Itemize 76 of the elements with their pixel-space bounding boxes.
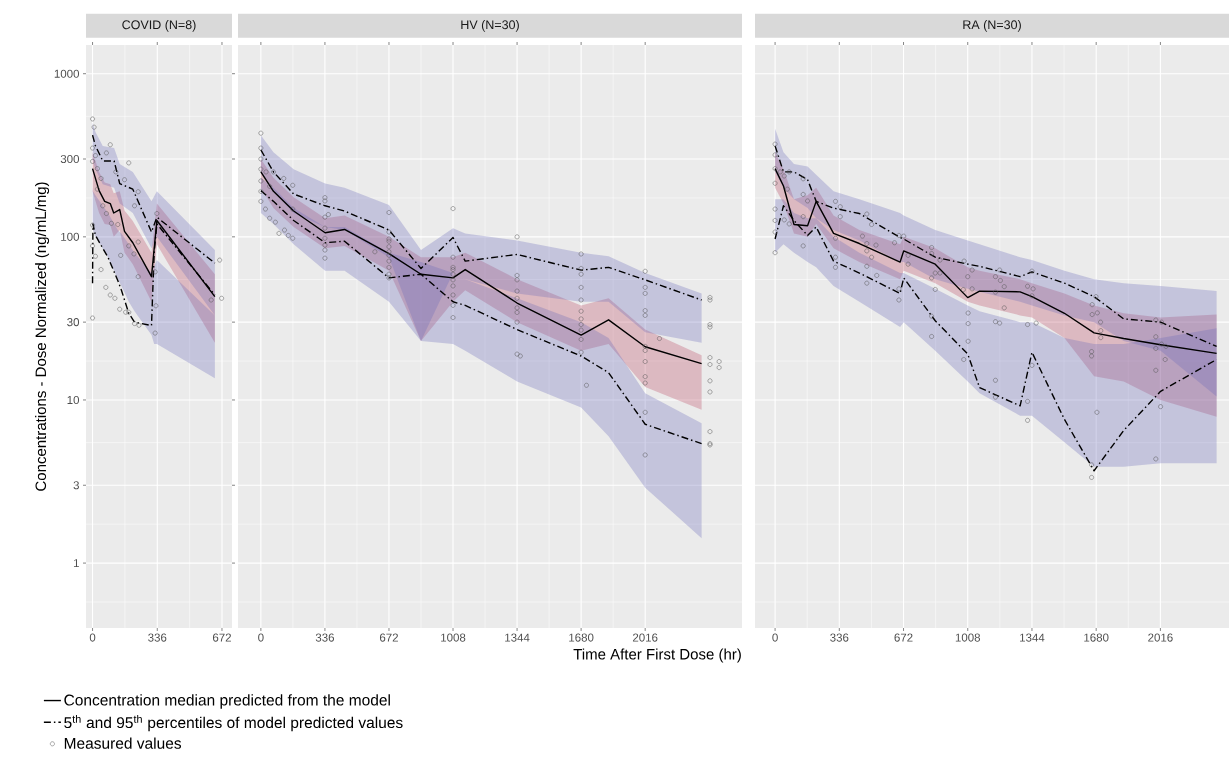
- point: [90, 222, 95, 228]
- point: [95, 186, 100, 192]
- point: [103, 285, 109, 290]
- point: [90, 243, 95, 249]
- point: [123, 309, 129, 315]
- point: [154, 211, 160, 216]
- point: [95, 166, 100, 171]
- x-tick-label: 1344: [1020, 633, 1045, 642]
- legend-label: Measured values: [64, 737, 182, 749]
- point: [153, 303, 159, 309]
- point: [107, 142, 113, 148]
- point: [118, 253, 124, 258]
- x-tick-label: 672: [894, 633, 913, 642]
- point: [132, 321, 137, 326]
- x-axis-title: Time After First Dose (hr): [573, 648, 741, 663]
- y-tick-label: 30: [67, 318, 80, 327]
- point: [100, 203, 106, 209]
- point: [217, 257, 223, 263]
- point: [132, 203, 137, 209]
- point: [104, 211, 109, 216]
- x-tick-label: 0: [258, 633, 264, 642]
- point: [126, 243, 132, 249]
- point: [90, 159, 95, 164]
- y-axis-title: Concentrations - Dose Normalized (ng/mL/mg): [35, 182, 50, 491]
- point: [135, 189, 141, 195]
- point: [107, 292, 113, 298]
- x-tick-label: 1680: [1084, 633, 1109, 642]
- point: [91, 124, 97, 130]
- legend-label: 5$^{th}$ and 95$^{th}$ percentiles of model predicted values: [64, 714, 403, 732]
- y-tick-label: 10: [67, 395, 80, 405]
- point: [219, 295, 224, 301]
- x-tick-label: 336: [148, 633, 167, 642]
- point: [93, 153, 98, 158]
- x-tick-label: 1344: [505, 633, 530, 642]
- chart-title: RA (N=30): [963, 19, 1021, 32]
- point: [104, 150, 109, 156]
- point: [109, 220, 114, 226]
- x-tick-label: 1008: [441, 633, 466, 642]
- x-tick-label: 336: [315, 633, 335, 642]
- x-tick-label: 0: [772, 633, 778, 642]
- point: [152, 269, 158, 275]
- chart-title: COVID (N=8): [122, 19, 196, 32]
- point: [126, 160, 132, 166]
- legend-label: Concentration median predicted from the model: [64, 694, 390, 709]
- point: [131, 251, 137, 257]
- point: [93, 253, 98, 259]
- x-tick-label: 1008: [955, 633, 981, 642]
- point: [115, 222, 121, 227]
- x-tick-label: 1680: [569, 633, 594, 642]
- point: [135, 239, 141, 245]
- y-tick-label: 300: [60, 154, 80, 164]
- point: [90, 315, 95, 321]
- point: [208, 297, 214, 303]
- x-tick-label: 2016: [1148, 633, 1173, 642]
- y-tick-label: 1000: [54, 69, 80, 78]
- point: [113, 169, 119, 175]
- x-tick-label: 0: [89, 633, 96, 642]
- x-tick-label: 336: [830, 633, 849, 642]
- point: [90, 116, 95, 122]
- chart-title: HV (N=30): [461, 19, 519, 32]
- y-tick-label: 1: [73, 559, 79, 568]
- point: [117, 306, 123, 312]
- point: [135, 274, 141, 280]
- y-tick-label: 100: [61, 232, 80, 241]
- point: [126, 309, 132, 315]
- point: [122, 177, 127, 183]
- x-tick-label: 672: [379, 633, 398, 642]
- point: [152, 330, 158, 336]
- point: [98, 176, 104, 181]
- x-tick-label: 2016: [632, 633, 658, 642]
- x-tick-label: 672: [212, 633, 231, 642]
- point: [112, 295, 118, 301]
- point: [90, 145, 95, 151]
- point: [98, 267, 104, 272]
- point: [136, 322, 142, 328]
- y-tick-label: 3: [73, 481, 79, 490]
